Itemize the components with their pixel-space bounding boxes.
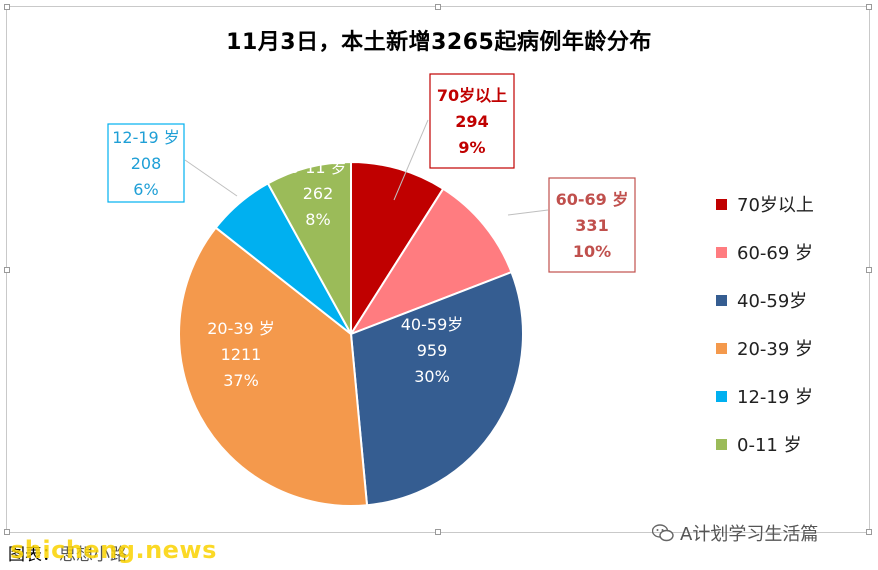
resize-handle[interactable] [866, 267, 872, 273]
legend-item-70-plus: 70岁以上 [716, 180, 814, 228]
pie-slice [348, 187, 513, 337]
data-label-percent: 6% [133, 180, 158, 199]
site-watermark: shicheng.news [10, 536, 217, 564]
pie-slice [266, 160, 352, 335]
credit-prefix: 图表： [8, 545, 59, 565]
data-label-percent: 30% [414, 367, 450, 386]
resize-handle[interactable] [866, 4, 872, 10]
data-label-count: 1211 [221, 345, 262, 364]
legend-label: 60-69 岁 [737, 243, 814, 264]
data-label-category: 60-69 岁 [556, 190, 629, 209]
legend-item-12-19: 12-19 岁 [716, 372, 814, 420]
legend-swatch [716, 246, 727, 258]
legend-item-0-11: 0-11 岁 [716, 420, 814, 468]
data-label-category: 20-39 岁 [207, 319, 275, 338]
data-label-count: 294 [455, 112, 488, 131]
wechat-account-name: A计划学习生活篇 [680, 524, 819, 545]
data-label-category: 0-11 岁 [289, 158, 346, 177]
wechat-icon [652, 524, 674, 542]
data-label-count: 208 [131, 154, 162, 173]
legend-swatch [716, 438, 727, 450]
legend-label: 70岁以上 [737, 195, 814, 216]
legend-swatch [716, 294, 727, 306]
data-label-percent: 37% [223, 371, 259, 390]
pie-slice [178, 226, 369, 507]
legend-item-40-59: 40-59岁 [716, 276, 814, 324]
chart-title: 11月3日，本土新增3265起病例年龄分布 [226, 30, 652, 55]
data-label-count: 959 [417, 341, 448, 360]
resize-handle[interactable] [866, 529, 872, 535]
legend-swatch [716, 390, 727, 402]
data-label-count: 262 [303, 184, 334, 203]
pie-slice [349, 270, 524, 507]
credit-name: 思想小路 [59, 545, 127, 565]
data-label-percent: 8% [305, 210, 330, 229]
wechat-watermark: A计划学习生活篇 [652, 520, 818, 546]
legend-label: 0-11 岁 [737, 435, 802, 456]
legend-swatch [716, 198, 727, 210]
resize-handle[interactable] [4, 4, 10, 10]
data-label-percent: 10% [573, 242, 611, 261]
data-label-box [548, 177, 636, 273]
resize-handle[interactable] [435, 4, 441, 10]
legend-swatch [716, 342, 727, 354]
data-label-category: 40-59岁 [401, 315, 464, 334]
data-label-count: 331 [575, 216, 608, 235]
data-label-box [429, 73, 515, 169]
resize-handle[interactable] [4, 529, 10, 535]
legend-item-20-39: 20-39 岁 [716, 324, 814, 372]
pie-slice [350, 160, 445, 338]
resize-handle[interactable] [4, 267, 10, 273]
legend-item-60-69: 60-69 岁 [716, 228, 814, 276]
leader-line [507, 209, 549, 216]
data-label-category: 12-19 岁 [112, 128, 180, 147]
chart-credit: 图表：思想小路 [8, 540, 127, 565]
leader-line [393, 119, 429, 201]
leader-line [184, 159, 238, 197]
data-label-box [107, 123, 185, 203]
legend-label: 12-19 岁 [737, 387, 814, 408]
data-label-percent: 9% [458, 138, 485, 157]
legend-label: 40-59岁 [737, 291, 808, 312]
resize-handle[interactable] [435, 529, 441, 535]
legend-label: 20-39 岁 [737, 339, 814, 360]
data-label-category: 70岁以上 [437, 86, 507, 105]
chart-legend: 70岁以上 60-69 岁 40-59岁 20-39 岁 12-19 岁 0-1… [716, 180, 814, 468]
